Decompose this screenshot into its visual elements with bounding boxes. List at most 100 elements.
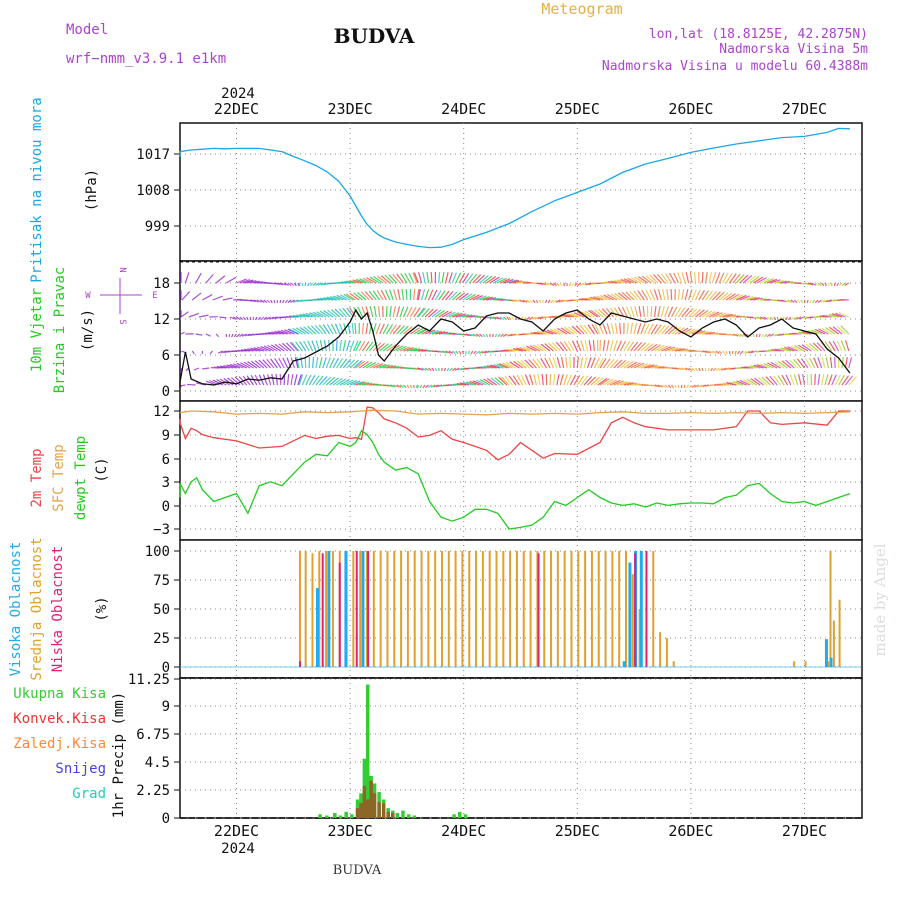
wind-barb bbox=[417, 307, 426, 318]
wind-barb bbox=[349, 359, 359, 369]
precip-ylabel: 1hr Precip (mm) bbox=[111, 692, 127, 818]
wind-barb bbox=[758, 333, 761, 338]
wind-barb bbox=[729, 273, 737, 284]
wind-barb bbox=[557, 327, 568, 335]
wind-barb bbox=[555, 341, 565, 352]
wind-barb bbox=[509, 348, 520, 352]
wind-barb bbox=[475, 295, 487, 301]
wind-barb bbox=[801, 331, 812, 335]
wind-barb bbox=[644, 364, 655, 369]
wind-barb bbox=[746, 275, 756, 284]
wind-barb bbox=[479, 379, 491, 386]
wind-barb bbox=[640, 342, 650, 352]
y-tick-label: 18 bbox=[153, 276, 170, 292]
wind-barb bbox=[621, 291, 632, 301]
wind-barb bbox=[563, 374, 568, 386]
compass-w: W bbox=[85, 291, 91, 301]
meteogram-title: Meteogram bbox=[541, 0, 622, 18]
wind-barb bbox=[346, 359, 356, 369]
wind-barb bbox=[239, 316, 244, 321]
wind-barb bbox=[616, 360, 627, 369]
wind-barb bbox=[396, 273, 404, 284]
wind-barb bbox=[664, 325, 674, 335]
y-tick-label: 12 bbox=[153, 312, 170, 328]
wind-barb bbox=[650, 324, 658, 335]
wind-barb bbox=[654, 344, 665, 352]
wind-barb bbox=[325, 357, 331, 369]
wind-barb bbox=[643, 343, 654, 352]
wind-barb bbox=[506, 349, 517, 352]
wind-barb bbox=[766, 316, 771, 321]
wind-barb bbox=[599, 378, 610, 386]
cloud-bar bbox=[359, 551, 362, 667]
wind-ylabel-2: Brzina i Pravac bbox=[52, 267, 68, 393]
pressure-panel: 999 1008 1017 bbox=[136, 122, 863, 262]
cloud-bar bbox=[638, 609, 641, 667]
wind-barb bbox=[365, 341, 374, 352]
wind-barb bbox=[492, 277, 504, 284]
wind-barb bbox=[712, 312, 723, 318]
wind-barb bbox=[580, 311, 592, 318]
wind-barb bbox=[695, 330, 706, 335]
wind-barb bbox=[584, 310, 595, 318]
wind-barb bbox=[718, 292, 729, 301]
wind-barb bbox=[389, 365, 400, 369]
wind-speed-line bbox=[179, 308, 851, 388]
wind-barb bbox=[232, 316, 238, 320]
wind-barb bbox=[602, 323, 608, 335]
wind-barb bbox=[603, 294, 614, 301]
date-label-top: 26DEC bbox=[668, 100, 713, 118]
wind-barb bbox=[701, 310, 713, 318]
wind-barb bbox=[236, 278, 247, 284]
wind-barb bbox=[335, 339, 338, 352]
wind-barb bbox=[506, 316, 510, 321]
wind-barb bbox=[657, 273, 666, 284]
precip-bar bbox=[366, 799, 370, 818]
wind-barb bbox=[418, 367, 424, 371]
wind-barb bbox=[756, 364, 768, 369]
wind-barb bbox=[497, 333, 501, 338]
cloud-bar bbox=[366, 551, 369, 667]
wind-barb bbox=[785, 374, 792, 386]
wind-barb bbox=[296, 357, 300, 369]
wind-barb bbox=[379, 364, 390, 369]
wind-barb bbox=[263, 316, 268, 321]
wind-barb bbox=[382, 364, 393, 369]
wind-barb bbox=[817, 373, 821, 386]
wind-barb bbox=[664, 306, 670, 318]
wind-barb bbox=[780, 280, 791, 284]
cloud-bar bbox=[515, 551, 518, 667]
wind-barb bbox=[602, 358, 611, 369]
wind-barb bbox=[180, 384, 186, 387]
compass-s: S bbox=[117, 319, 127, 324]
wind-barb bbox=[438, 310, 449, 318]
wind-barb bbox=[702, 350, 709, 354]
wind-barb bbox=[282, 342, 292, 352]
wind-barb bbox=[827, 374, 833, 386]
wind-barb bbox=[774, 361, 785, 369]
wind-barb bbox=[246, 316, 249, 321]
precip-bar bbox=[463, 814, 468, 818]
wind-barb bbox=[633, 362, 645, 369]
wind-barb bbox=[346, 307, 354, 318]
wind-barb bbox=[512, 280, 523, 284]
date-label-bottom: 27DEC bbox=[782, 822, 827, 840]
wind-barb bbox=[613, 279, 625, 284]
wind-barb bbox=[266, 299, 271, 304]
wind-barb bbox=[821, 357, 826, 369]
wind-barb bbox=[691, 308, 702, 318]
wind-barb bbox=[647, 343, 658, 352]
wind-barb bbox=[838, 375, 845, 386]
wind-barb bbox=[633, 342, 643, 352]
y-tick-label: 1008 bbox=[136, 183, 170, 199]
wind-barb bbox=[734, 350, 737, 355]
model-elevation-text: Nadmorska Visina u modelu 60.4388m bbox=[602, 59, 868, 74]
wind-barb bbox=[332, 357, 340, 369]
wind-barb bbox=[233, 333, 237, 338]
wind-barb bbox=[448, 312, 460, 318]
y-tick-label: 75 bbox=[153, 573, 170, 589]
date-label-bottom: 23DEC bbox=[328, 822, 373, 840]
wind-barb bbox=[547, 299, 551, 304]
wind-barb bbox=[533, 374, 537, 386]
wind-barb bbox=[392, 273, 401, 284]
